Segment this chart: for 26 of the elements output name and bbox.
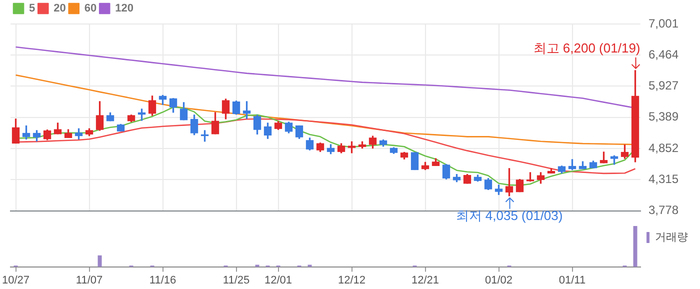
- legend-label: 20: [54, 2, 66, 15]
- x-tick-label: 01/02: [484, 274, 513, 286]
- legend-label: 5: [29, 2, 36, 15]
- x-tick-label: 11/25: [222, 274, 250, 286]
- legend-label: 60: [84, 2, 97, 15]
- legend-label: 120: [115, 2, 134, 15]
- y-tick-label: 3,778: [648, 203, 679, 218]
- annotation: 최저 4,035 (01/03): [456, 208, 563, 223]
- annotation: 최고 6,200 (01/19): [533, 40, 640, 56]
- y-tick-label: 4,852: [648, 140, 679, 155]
- y-tick-label: 4,315: [648, 172, 679, 186]
- x-tick-label: 01/11: [558, 274, 586, 286]
- x-tick-label: 12/12: [338, 274, 366, 286]
- candlestick: [410, 152, 419, 170]
- x-tick-label: 12/21: [411, 274, 440, 286]
- bar: [633, 226, 638, 267]
- x-tick-label: 12/01: [264, 274, 292, 286]
- x-tick-label: 10/27: [2, 274, 30, 286]
- y-tick-label: 5,389: [648, 110, 679, 124]
- x-tick-label: 11/07: [76, 274, 103, 286]
- y-tick-label: 6,464: [648, 47, 679, 62]
- y-tick-label: 5,927: [648, 78, 679, 93]
- legend-label: 거래량: [655, 232, 688, 244]
- y-tick-label: 7,001: [648, 16, 679, 30]
- x-tick-label: 11/16: [149, 274, 176, 286]
- bar: [98, 255, 102, 267]
